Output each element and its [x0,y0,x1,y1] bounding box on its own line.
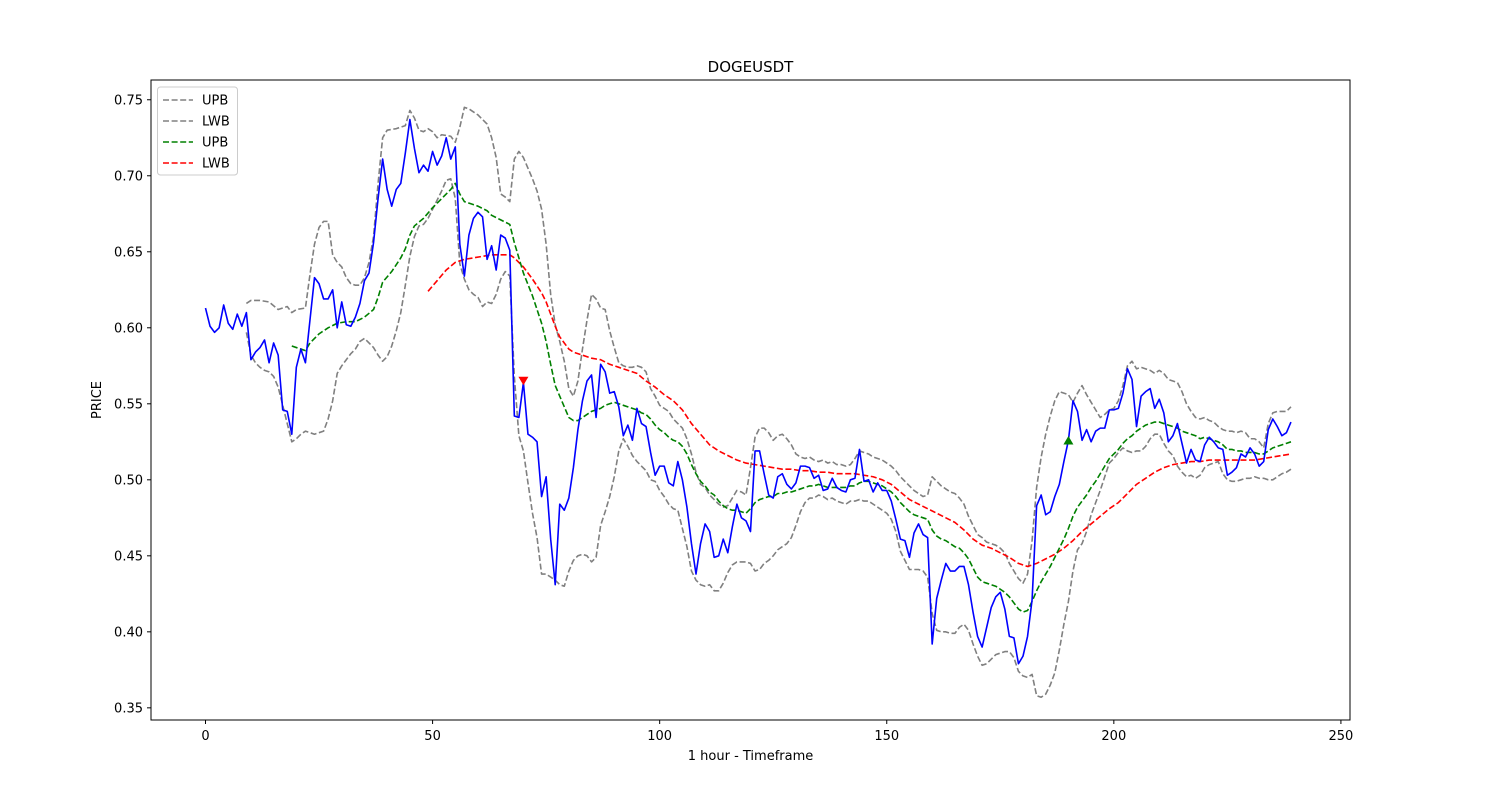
chart-title: DOGEUSDT [708,58,795,76]
x-tick-label: 200 [1101,729,1126,744]
buy-marker [1063,436,1074,445]
series-line-price [204,118,1292,665]
series-line-outer-lower [245,178,1292,698]
y-tick-label: 0.55 [114,397,143,412]
axes: 0 50 100 150 200 250 0.35 0.40 0.45 0.50 0.55 0.60 0… [114,79,1354,744]
y-tick-label: 0.40 [114,625,143,640]
plot-area [204,106,1292,698]
legend-label: UPB [202,136,228,151]
x-tick-label: 0 [201,729,209,744]
y-tick-label: 0.70 [114,169,143,184]
sell-marker [518,376,529,386]
legend-label: UPB [202,94,228,109]
series-line-slow-band [427,254,1292,568]
y-tick-label: 0.75 [114,93,143,108]
legend-box [157,86,238,176]
x-tick-label: 250 [1329,729,1354,744]
x-tick-label: 50 [424,729,441,744]
legend: UPB LWB UPB LWB [157,86,238,176]
x-tick-label: 100 [647,729,672,744]
series-group [204,106,1292,698]
y-axis-label: PRICE [90,381,105,419]
legend-label: LWB [202,115,230,130]
y-tick-label: 0.60 [114,321,143,336]
series-line-outer-upper [245,106,1292,584]
axes-frame [150,79,1351,721]
legend-label: LWB [202,157,230,172]
y-tick-label: 0.35 [114,701,143,716]
y-tick-label: 0.50 [114,473,143,488]
x-axis-label: 1 hour - Timeframe [688,749,814,764]
x-tick-label: 150 [874,729,899,744]
y-tick-label: 0.45 [114,549,143,564]
y-tick-label: 0.65 [114,245,143,260]
